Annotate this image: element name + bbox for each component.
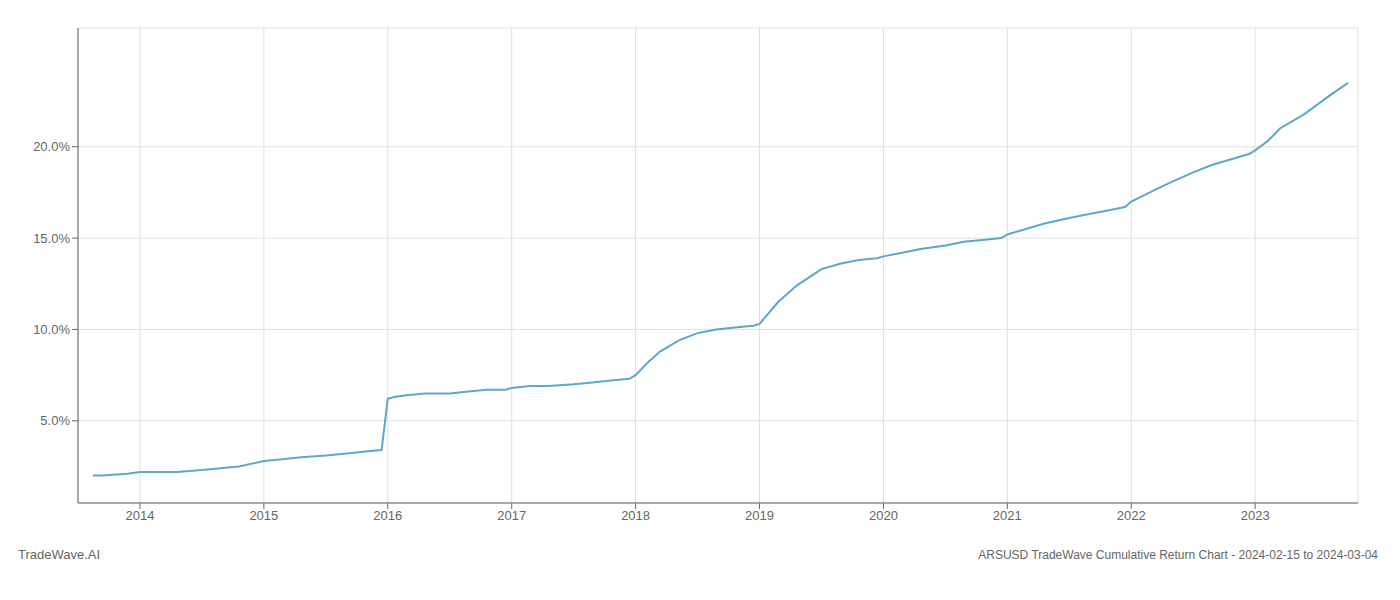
svg-text:2020: 2020 [869,508,898,523]
svg-text:2017: 2017 [497,508,526,523]
svg-text:2016: 2016 [373,508,402,523]
html-text:ARSUSD TradeWave Cumulative Re: ARSUSD TradeWave Cumulative Return Chart… [978,548,1378,562]
svg-text:2018: 2018 [621,508,650,523]
svg-text:5.0%: 5.0% [40,413,70,428]
svg-text:2022: 2022 [1117,508,1146,523]
svg-text:20.0%: 20.0% [33,139,70,154]
svg-text:2019: 2019 [745,508,774,523]
svg-text:2014: 2014 [125,508,154,523]
svg-text:15.0%: 15.0% [33,231,70,246]
svg-text:10.0%: 10.0% [33,322,70,337]
html-text:TradeWave.AI: TradeWave.AI [18,547,101,562]
svg-text:2023: 2023 [1241,508,1270,523]
svg-text:2021: 2021 [993,508,1022,523]
svg-text:2015: 2015 [249,508,278,523]
